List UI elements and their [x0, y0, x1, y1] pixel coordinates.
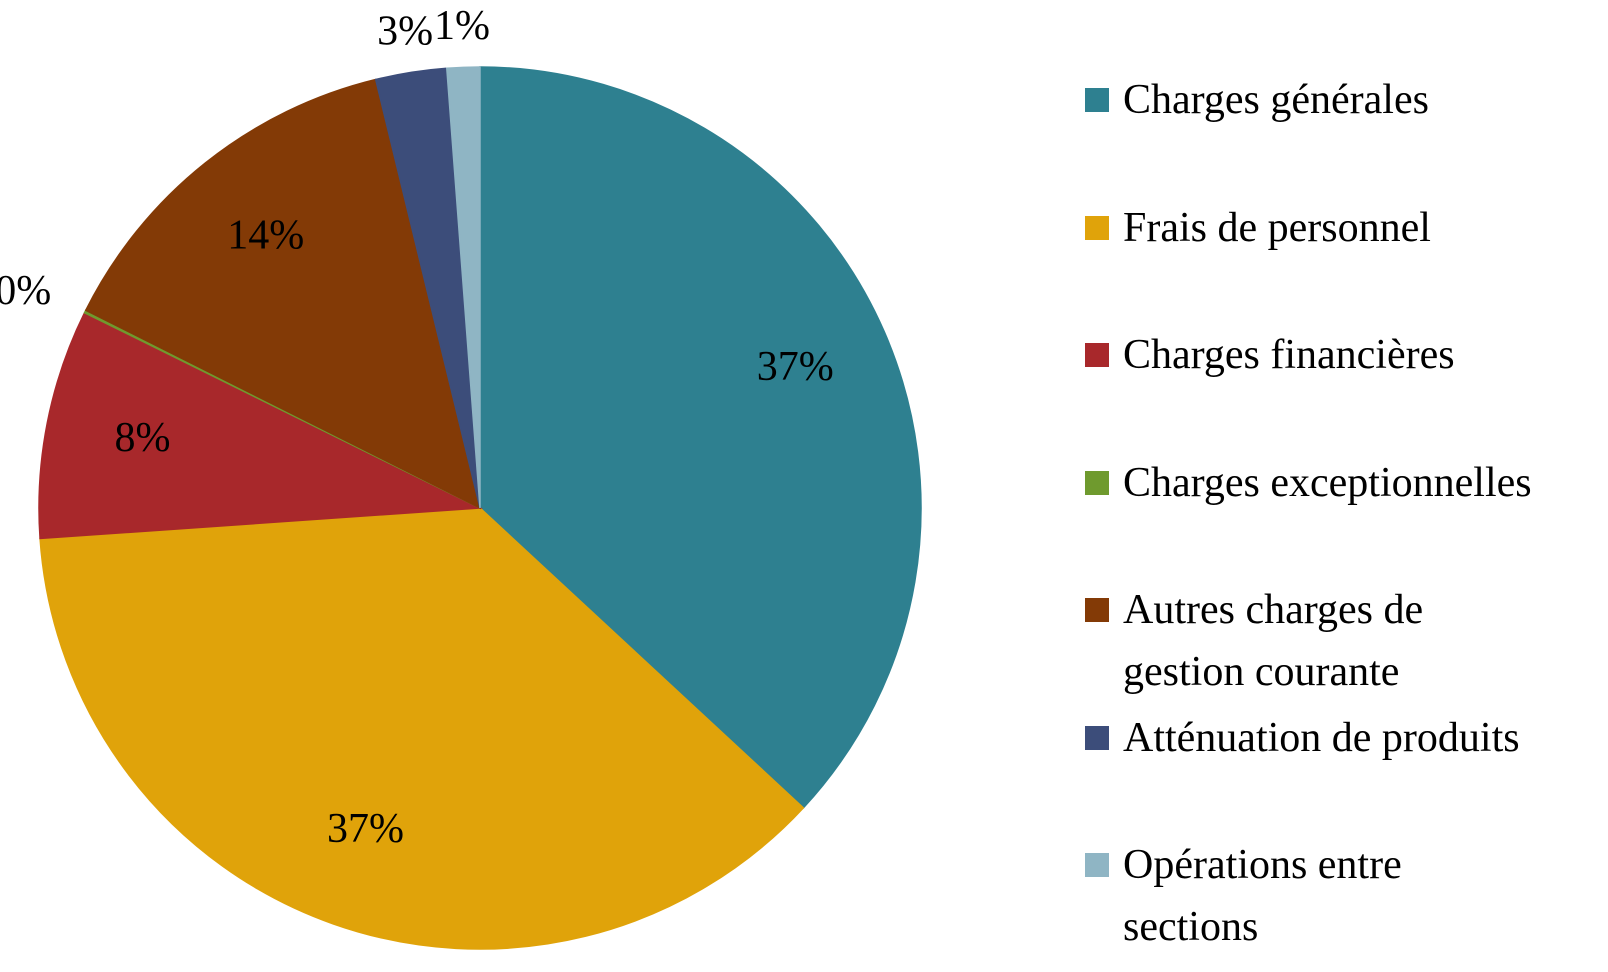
- legend-swatch: [1085, 471, 1109, 495]
- data-label: 37%: [757, 344, 834, 390]
- legend-swatch: [1085, 726, 1109, 750]
- pie-slice: [479, 66, 922, 809]
- legend-label: Charges financières: [1123, 332, 1455, 378]
- legend-label: Charges exceptionnelles: [1123, 460, 1532, 506]
- pie-slice: [84, 78, 482, 510]
- data-label: 3%: [377, 9, 433, 55]
- legend-swatch: [1085, 598, 1109, 622]
- legend-label: Frais de personnel: [1123, 205, 1431, 251]
- data-label: 14%: [227, 213, 304, 259]
- pie-slice: [445, 66, 481, 509]
- legend-swatch: [1085, 216, 1109, 240]
- legend-swatch: [1085, 343, 1109, 367]
- legend-label: Autres charges de gestion courante: [1123, 587, 1424, 695]
- legend-label: Charges générales: [1123, 77, 1429, 123]
- data-label: 1%: [434, 3, 490, 49]
- data-label: 8%: [115, 415, 171, 461]
- legend-label: Atténuation de produits: [1123, 715, 1520, 761]
- data-label: 37%: [327, 806, 404, 852]
- legend-label: Opérations entre sections: [1123, 842, 1402, 950]
- pie-area: 37% 37% 8% 0% 14% 3% 1%: [0, 3, 922, 950]
- pie-slice: [39, 507, 805, 950]
- legend-swatch: [1085, 853, 1109, 877]
- data-label: 0%: [0, 268, 51, 314]
- legend-swatch: [1085, 88, 1109, 112]
- pie-slice: [38, 311, 483, 540]
